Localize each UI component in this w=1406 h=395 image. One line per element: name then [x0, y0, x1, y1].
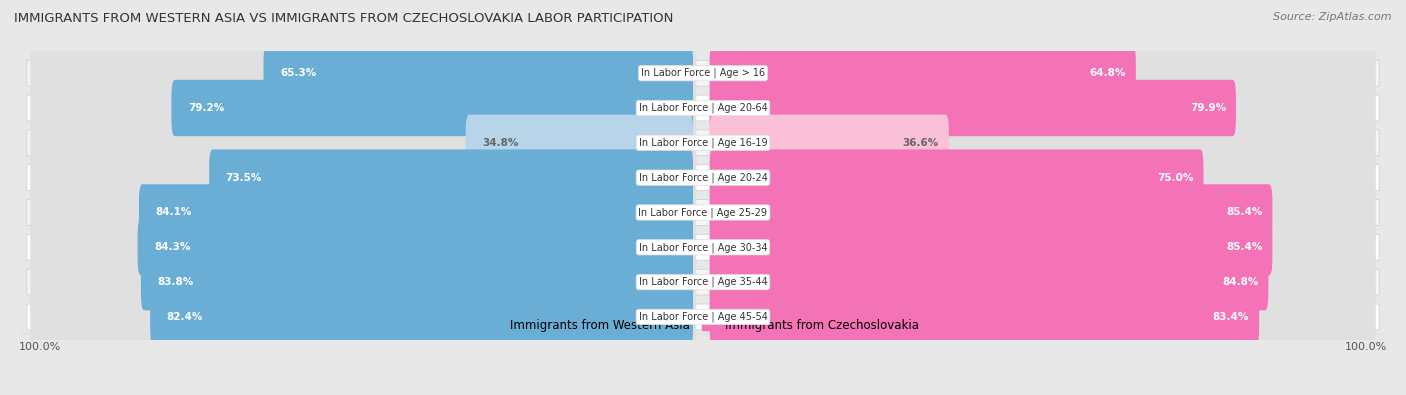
FancyBboxPatch shape	[710, 254, 1268, 310]
Text: IMMIGRANTS FROM WESTERN ASIA VS IMMIGRANTS FROM CZECHOSLOVAKIA LABOR PARTICIPATI: IMMIGRANTS FROM WESTERN ASIA VS IMMIGRAN…	[14, 12, 673, 25]
FancyBboxPatch shape	[465, 115, 693, 171]
FancyBboxPatch shape	[710, 115, 949, 171]
FancyBboxPatch shape	[710, 80, 1376, 136]
FancyBboxPatch shape	[710, 289, 1376, 345]
Text: 84.1%: 84.1%	[156, 207, 191, 218]
FancyBboxPatch shape	[710, 184, 1376, 241]
Legend: Immigrants from Western Asia, Immigrants from Czechoslovakia: Immigrants from Western Asia, Immigrants…	[482, 314, 924, 337]
FancyBboxPatch shape	[710, 254, 1376, 310]
Text: 85.4%: 85.4%	[1226, 207, 1263, 218]
Text: 65.3%: 65.3%	[280, 68, 316, 78]
Text: In Labor Force | Age > 16: In Labor Force | Age > 16	[641, 68, 765, 79]
Text: 34.8%: 34.8%	[482, 138, 519, 148]
FancyBboxPatch shape	[30, 149, 696, 206]
FancyBboxPatch shape	[710, 149, 1376, 206]
Text: 85.4%: 85.4%	[1226, 242, 1263, 252]
FancyBboxPatch shape	[30, 115, 696, 171]
FancyBboxPatch shape	[150, 289, 693, 345]
FancyBboxPatch shape	[710, 45, 1136, 102]
FancyBboxPatch shape	[30, 184, 696, 241]
FancyBboxPatch shape	[30, 254, 696, 310]
Text: In Labor Force | Age 20-64: In Labor Force | Age 20-64	[638, 103, 768, 113]
FancyBboxPatch shape	[209, 149, 693, 206]
FancyBboxPatch shape	[30, 289, 696, 345]
FancyBboxPatch shape	[710, 219, 1376, 275]
FancyBboxPatch shape	[27, 234, 1379, 260]
FancyBboxPatch shape	[27, 60, 1379, 86]
Text: In Labor Force | Age 35-44: In Labor Force | Age 35-44	[638, 277, 768, 288]
Text: In Labor Force | Age 45-54: In Labor Force | Age 45-54	[638, 312, 768, 322]
Text: In Labor Force | Age 30-34: In Labor Force | Age 30-34	[638, 242, 768, 252]
FancyBboxPatch shape	[30, 219, 696, 275]
FancyBboxPatch shape	[172, 80, 693, 136]
FancyBboxPatch shape	[710, 80, 1236, 136]
Text: In Labor Force | Age 16-19: In Labor Force | Age 16-19	[638, 137, 768, 148]
FancyBboxPatch shape	[30, 80, 696, 136]
Text: 83.4%: 83.4%	[1213, 312, 1249, 322]
FancyBboxPatch shape	[138, 219, 693, 275]
Text: 79.9%: 79.9%	[1189, 103, 1226, 113]
FancyBboxPatch shape	[30, 45, 696, 102]
FancyBboxPatch shape	[141, 254, 693, 310]
FancyBboxPatch shape	[710, 149, 1204, 206]
Text: In Labor Force | Age 20-24: In Labor Force | Age 20-24	[638, 172, 768, 183]
Text: 84.8%: 84.8%	[1222, 277, 1258, 287]
Text: 83.8%: 83.8%	[157, 277, 194, 287]
Text: In Labor Force | Age 25-29: In Labor Force | Age 25-29	[638, 207, 768, 218]
FancyBboxPatch shape	[27, 95, 1379, 121]
Text: 79.2%: 79.2%	[188, 103, 224, 113]
FancyBboxPatch shape	[710, 45, 1376, 102]
Text: 73.5%: 73.5%	[226, 173, 262, 182]
Text: 64.8%: 64.8%	[1090, 68, 1126, 78]
Text: 84.3%: 84.3%	[155, 242, 191, 252]
FancyBboxPatch shape	[710, 184, 1272, 241]
FancyBboxPatch shape	[27, 165, 1379, 190]
Text: 36.6%: 36.6%	[903, 138, 939, 148]
FancyBboxPatch shape	[263, 45, 693, 102]
FancyBboxPatch shape	[710, 115, 1376, 171]
FancyBboxPatch shape	[27, 199, 1379, 226]
FancyBboxPatch shape	[27, 304, 1379, 330]
FancyBboxPatch shape	[139, 184, 693, 241]
FancyBboxPatch shape	[27, 269, 1379, 295]
FancyBboxPatch shape	[710, 219, 1272, 275]
FancyBboxPatch shape	[27, 130, 1379, 156]
FancyBboxPatch shape	[710, 289, 1260, 345]
Text: 75.0%: 75.0%	[1157, 173, 1194, 182]
Text: 82.4%: 82.4%	[167, 312, 202, 322]
Text: Source: ZipAtlas.com: Source: ZipAtlas.com	[1274, 12, 1392, 22]
